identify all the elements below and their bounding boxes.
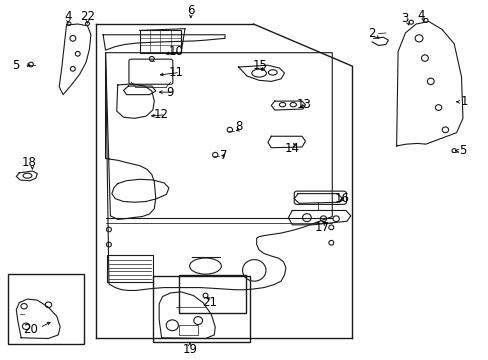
Text: 10: 10 bbox=[168, 45, 183, 58]
Bar bbox=[178, 325, 198, 335]
Bar bbox=[8, 274, 83, 344]
Bar bbox=[140, 31, 181, 53]
Text: 6: 6 bbox=[187, 4, 194, 17]
Text: 9: 9 bbox=[166, 86, 174, 99]
Bar bbox=[107, 255, 153, 282]
Text: 5: 5 bbox=[12, 59, 19, 72]
Text: 21: 21 bbox=[202, 296, 217, 309]
Text: 2: 2 bbox=[368, 27, 375, 40]
Text: 15: 15 bbox=[252, 59, 267, 72]
Text: 1: 1 bbox=[459, 95, 467, 108]
Text: 13: 13 bbox=[296, 98, 311, 111]
Text: 20: 20 bbox=[23, 323, 38, 336]
Text: 11: 11 bbox=[168, 66, 183, 79]
Text: 14: 14 bbox=[284, 142, 299, 155]
Text: 12: 12 bbox=[154, 108, 169, 121]
Text: 17: 17 bbox=[314, 221, 329, 234]
Text: 3: 3 bbox=[400, 12, 407, 25]
Bar bbox=[153, 276, 250, 342]
Text: 7: 7 bbox=[220, 149, 227, 162]
Text: 16: 16 bbox=[334, 192, 349, 205]
Text: 4: 4 bbox=[64, 10, 72, 23]
Text: 5: 5 bbox=[458, 144, 466, 157]
Text: 8: 8 bbox=[234, 121, 242, 134]
Text: 19: 19 bbox=[182, 343, 197, 356]
Text: 4: 4 bbox=[416, 9, 424, 22]
Bar bbox=[178, 275, 245, 314]
Text: 18: 18 bbox=[21, 156, 36, 169]
Text: 22: 22 bbox=[80, 10, 95, 23]
